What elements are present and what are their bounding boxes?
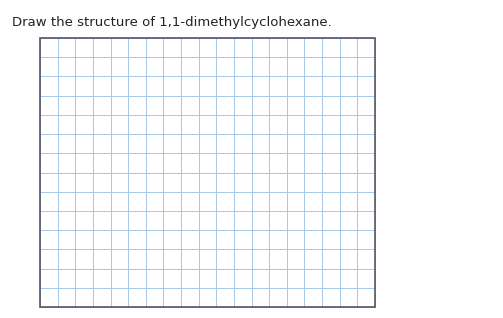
Text: Draw the structure of 1,1-dimethylcyclohexane.: Draw the structure of 1,1-dimethylcycloh…: [12, 16, 332, 29]
Bar: [40, 38, 375, 307]
